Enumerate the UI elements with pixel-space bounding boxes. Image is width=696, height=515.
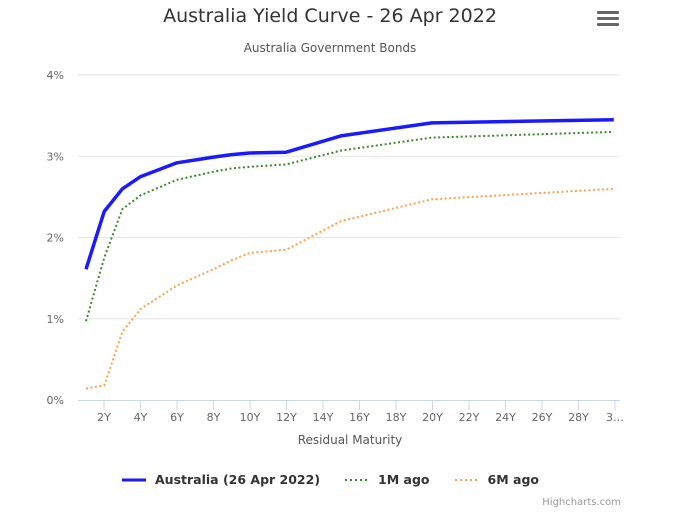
legend-item-6m-ago[interactable]: 6M ago <box>454 472 539 487</box>
legend: Australia (26 Apr 2022) 1M ago 6M ago <box>0 472 660 487</box>
legend-item-1m-ago[interactable]: 1M ago <box>344 472 430 487</box>
svg-text:18Y: 18Y <box>386 411 407 424</box>
legend-item-australia[interactable]: Australia (26 Apr 2022) <box>121 472 320 487</box>
svg-text:10Y: 10Y <box>240 411 261 424</box>
series-line-0[interactable] <box>84 117 614 270</box>
svg-text:4Y: 4Y <box>134 411 148 424</box>
svg-text:2%: 2% <box>47 232 64 245</box>
svg-text:14Y: 14Y <box>313 411 334 424</box>
svg-text:16Y: 16Y <box>349 411 370 424</box>
gridlines <box>78 74 620 320</box>
svg-text:8Y: 8Y <box>207 411 221 424</box>
svg-text:24Y: 24Y <box>495 411 516 424</box>
svg-text:26Y: 26Y <box>532 411 553 424</box>
svg-text:4%: 4% <box>47 69 64 82</box>
series-line-2[interactable] <box>85 187 614 390</box>
dotted-line-icon <box>454 478 479 481</box>
series-lines <box>84 117 614 390</box>
solid-line-icon <box>122 478 146 481</box>
svg-text:12Y: 12Y <box>276 411 297 424</box>
dotted-line-icon <box>345 478 370 481</box>
svg-text:28Y: 28Y <box>568 411 589 424</box>
x-axis: 2Y 4Y 6Y 8Y 10Y 12Y 14Y 16Y 18Y 20Y 22Y 24Y 26Y 28Y 3… <box>78 400 624 424</box>
svg-text:6Y: 6Y <box>170 411 184 424</box>
x-axis-title: Residual Maturity <box>298 433 403 447</box>
chart-title: Australia Yield Curve - 26 Apr 2022 <box>163 5 497 27</box>
series-line-1[interactable] <box>85 130 614 322</box>
svg-text:20Y: 20Y <box>422 411 443 424</box>
hamburger-menu-icon[interactable] <box>597 11 619 29</box>
svg-text:0%: 0% <box>47 394 64 407</box>
chart-subtitle: Australia Government Bonds <box>243 41 417 55</box>
highcharts-credits[interactable]: Highcharts.com <box>542 497 621 508</box>
svg-text:3%: 3% <box>47 150 64 163</box>
svg-text:2Y: 2Y <box>97 411 111 424</box>
svg-text:22Y: 22Y <box>459 411 480 424</box>
y-axis-labels: 0% 1% 2% 3% 4% <box>47 69 64 407</box>
svg-text:3…: 3… <box>606 411 624 424</box>
svg-text:1%: 1% <box>47 313 64 326</box>
